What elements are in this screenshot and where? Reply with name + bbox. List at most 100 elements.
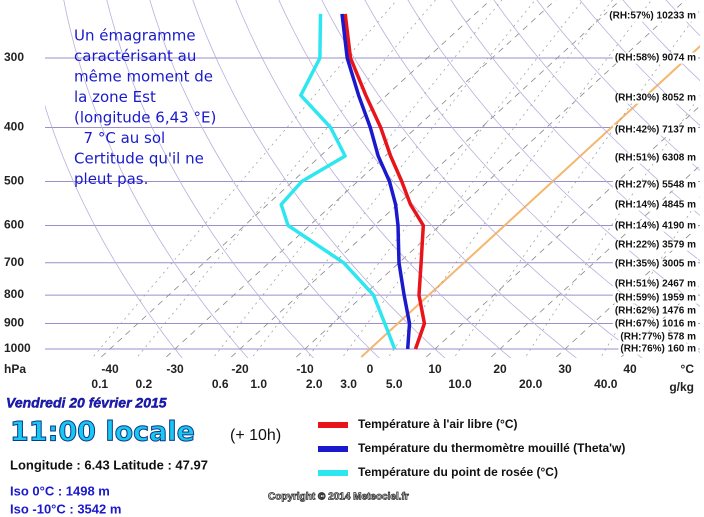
dry-adiabat [106, 0, 315, 358]
mixing-ratio-line [251, 0, 536, 358]
level-label-bg [612, 179, 699, 191]
dry-adiabat [63, 0, 249, 358]
mixing-ratio-line [212, 0, 503, 358]
x2-tick-label: 40.0 [594, 377, 618, 391]
mixing-ratio-line [341, 0, 614, 358]
dry-adiabat [321, 0, 643, 358]
offset: (+ 10h) [230, 427, 281, 444]
date: Vendredi 20 février 2015 [6, 395, 167, 411]
level-label: (RH:22%) 3579 m [615, 240, 696, 251]
level-label: (RH:35%) 3005 m [615, 259, 696, 270]
level-label: (RH:27%) 5548 m [615, 180, 696, 191]
mixing-ratio-line [453, 9, 700, 358]
level-label-bg [618, 343, 699, 355]
legend-swatch [318, 446, 348, 452]
mixing-ratio-line [91, 0, 398, 358]
x2-tick-label: 0.2 [136, 377, 153, 391]
level-label: (RH:42%) 7137 m [615, 125, 696, 136]
copyright: Copyright © 2014 Meteociel.fr [268, 492, 409, 503]
isotherm [231, 0, 622, 358]
level-label-bg [612, 52, 699, 64]
profile-line [279, 13, 397, 350]
labels: 300 400 500 600 700 800 900 1000 -40 -30 -20 -10 0 10… [4, 10, 699, 391]
x2-tick-label: 0.6 [212, 377, 229, 391]
y-tick-label: 600 [4, 218, 24, 232]
note-line: (longitude 6,43 °E) [74, 109, 216, 127]
y-tick-label: 800 [4, 287, 24, 301]
level-label-bg [612, 239, 699, 251]
level-label-bg [612, 199, 699, 211]
level-label-bg [618, 331, 699, 343]
x-tick-label: -20 [231, 362, 249, 376]
level-label-bg [612, 124, 699, 136]
x-axis-label: °C [681, 362, 695, 376]
x-tick-label: 30 [558, 362, 572, 376]
iso-minus-ten: Iso -10°C : 3542 m [10, 501, 121, 516]
level-label-bg [612, 292, 699, 304]
y-tick-label: 500 [4, 174, 24, 188]
level-label-bg [612, 220, 699, 232]
x-tick-label: -10 [296, 362, 314, 376]
note-line: 7 °C au sol [74, 129, 165, 147]
mixing-ratio-line [307, 0, 584, 358]
level-label: (RH:51%) 2467 m [615, 279, 696, 290]
iso-zero: Iso 0°C : 1498 m [10, 483, 110, 498]
isotherm [360, 44, 700, 358]
curves [279, 13, 427, 350]
legend-label: Température du point de rosée (°C) [358, 465, 558, 479]
x-tick-label: 0 [367, 362, 374, 376]
profile-line [340, 13, 412, 350]
mixing-ratio-line [136, 0, 436, 358]
y-axis-label: hPa [4, 362, 26, 376]
x2-tick-label: 0.1 [91, 377, 108, 391]
y-tick-label: 300 [4, 50, 24, 64]
level-label: (RH:77%) 578 m [620, 332, 696, 343]
x2-tick-label: 20.0 [519, 377, 543, 391]
note-line: Un émagramme [74, 27, 196, 45]
profile-line [343, 13, 427, 350]
x-tick-label: 10 [428, 362, 442, 376]
level-label-bg [607, 10, 699, 22]
level-label: (RH:67%) 1016 m [615, 319, 696, 330]
legend-label: Température du thermomètre mouillé (Thet… [358, 441, 625, 455]
isotherm [101, 0, 492, 358]
level-label: (RH:57%) 10233 m [609, 11, 696, 22]
y-tick-label: 700 [4, 255, 24, 269]
level-label-bg [612, 152, 699, 164]
legend-swatch [318, 470, 348, 476]
x2-tick-label: 5.0 [386, 377, 403, 391]
x2-axis-label: g/kg [669, 380, 694, 394]
level-label: (RH:59%) 1959 m [615, 293, 696, 304]
note-line: Certitude qu'il ne [74, 150, 204, 168]
level-label: (RH:76%) 160 m [620, 344, 696, 355]
legend-swatch [318, 422, 348, 428]
level-label: (RH:51%) 6308 m [615, 153, 696, 164]
dry-adiabat [278, 0, 577, 358]
dry-adiabat [235, 0, 512, 358]
isotherm [296, 0, 687, 358]
x2-tick-label: 10.0 [448, 377, 472, 391]
x2-tick-label: 2.0 [306, 377, 323, 391]
time: 11:00 locale [10, 417, 195, 448]
level-label-bg [612, 92, 699, 104]
x-tick-label: -40 [101, 362, 119, 376]
note-line: la zone Est [74, 88, 156, 106]
note-line: même moment de [74, 68, 213, 86]
level-label: (RH:62%) 1476 m [615, 306, 696, 317]
position: Longitude : 6.43 Latitude : 47.97 [10, 457, 208, 472]
dry-adiabat [149, 0, 380, 358]
x-tick-label: 20 [493, 362, 507, 376]
note-line: caractérisant au [74, 47, 196, 65]
isotherm [426, 105, 700, 358]
y-tick-label: 400 [4, 120, 24, 134]
level-label: (RH:14%) 4845 m [615, 200, 696, 211]
isotherm [166, 0, 557, 358]
x-tick-label: -30 [166, 362, 184, 376]
x-tick-label: 40 [623, 362, 637, 376]
y-tick-label: 1000 [4, 341, 31, 355]
dry-adiabat [45, 104, 183, 358]
level-label: (RH:30%) 8052 m [615, 93, 696, 104]
level-label-bg [612, 318, 699, 330]
